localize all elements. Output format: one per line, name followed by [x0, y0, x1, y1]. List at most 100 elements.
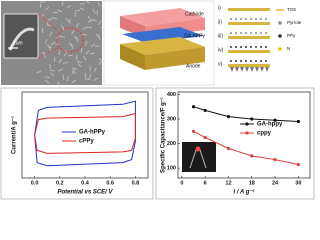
legend-label: GA-hPPy	[79, 130, 106, 136]
sem-texture	[50, 72, 55, 77]
plot-frame	[177, 91, 311, 179]
sem-texture	[92, 19, 98, 22]
legend-mark	[278, 21, 282, 25]
step-dot	[260, 32, 262, 34]
step-dot	[260, 18, 262, 20]
sem-texture	[77, 62, 82, 68]
panel-border	[155, 87, 315, 200]
sem-image	[1, 0, 105, 87]
step-dot	[230, 46, 232, 48]
panel-border	[103, 0, 215, 86]
series-line	[193, 130, 299, 165]
step-dot	[235, 46, 237, 48]
data-point	[250, 154, 254, 158]
step-dot	[265, 60, 267, 62]
legend-label: GA-hppy	[257, 122, 283, 128]
sem-texture	[92, 8, 96, 14]
step-spike	[265, 67, 269, 72]
series-line	[34, 112, 136, 154]
sem-texture	[93, 77, 99, 81]
legend-mark	[278, 34, 282, 38]
x-tick-label: 12	[225, 180, 231, 186]
schematic	[120, 8, 205, 70]
sem-texture	[87, 26, 93, 29]
step-label: i)	[218, 5, 221, 11]
sem-texture	[63, 52, 68, 57]
legend-marker	[245, 122, 249, 126]
step-dot	[255, 32, 257, 34]
sem-texture	[73, 35, 79, 40]
x-axis-label: i / A g⁻¹	[233, 189, 254, 196]
step-spike	[255, 67, 259, 72]
step-layer	[228, 64, 270, 67]
x-tick-label: 24	[272, 180, 279, 186]
sem-texture	[49, 69, 55, 72]
x-axis-label: Potential vs SCE/ V	[57, 190, 113, 196]
sem-texture	[84, 72, 87, 79]
sem-texture	[66, 4, 72, 9]
step-dot	[245, 32, 247, 34]
sem-texture	[80, 47, 83, 53]
step-dot	[260, 60, 262, 62]
sem-texture	[87, 20, 93, 23]
step-dot	[255, 18, 257, 20]
data-point	[250, 117, 254, 121]
sem-texture	[41, 28, 44, 34]
x-tick-label: 0.6	[106, 180, 114, 186]
sem-texture	[65, 17, 70, 23]
step-label: ii)	[218, 19, 222, 25]
sem-texture	[87, 15, 91, 21]
step-label: v)	[218, 61, 223, 67]
sem-texture	[100, 26, 105, 32]
sem-texture	[97, 1, 101, 7]
sem-texture	[62, 74, 65, 80]
sem-texture	[75, 54, 78, 61]
step-dot	[265, 32, 267, 34]
x-tick-label: 30	[295, 180, 301, 186]
sem-texture	[60, 24, 65, 30]
step-label: iv)	[218, 47, 224, 53]
sem-texture	[85, 50, 90, 55]
sem-texture	[43, 53, 47, 59]
x-tick-label: 18	[249, 180, 255, 186]
sem-texture	[63, 61, 69, 64]
y-axis-label: Specific Capacitance/F g⁻¹	[160, 97, 167, 173]
data-point	[296, 119, 300, 124]
legend-label: Pyrrole	[287, 20, 302, 25]
sem-texture	[58, 58, 63, 64]
sem-texture	[44, 79, 50, 84]
scale-bar: 1um	[13, 40, 23, 46]
sem-texture	[90, 43, 96, 48]
data-point	[273, 118, 277, 122]
sem-texture	[75, 22, 80, 28]
figure: 1um Cathode GA-hPPy Anode i) ii) iii) iv) v)…	[0, 0, 315, 200]
y-tick-label: 400	[167, 92, 176, 98]
legend-label: PPy	[287, 33, 296, 38]
step-layer	[228, 8, 270, 11]
sem-texture	[47, 18, 53, 21]
step-spike	[230, 67, 234, 72]
sem-texture	[55, 34, 61, 39]
sem-texture	[48, 46, 52, 52]
sem-texture	[44, 38, 48, 44]
sem-texture	[74, 9, 81, 12]
step-dot	[265, 18, 267, 20]
sem-texture	[81, 34, 88, 36]
step-spike	[235, 67, 239, 72]
step-dot	[235, 18, 237, 20]
step-dot	[250, 60, 252, 62]
step-dot	[240, 32, 242, 34]
steps	[228, 8, 284, 72]
legend-label: cppy	[257, 131, 272, 137]
sem-texture	[52, 11, 58, 14]
data-point	[226, 114, 231, 119]
step-dot	[250, 18, 252, 20]
step-dot	[255, 46, 257, 48]
sem-texture	[49, 31, 53, 37]
sem-texture	[61, 1, 64, 7]
legend-label: N	[287, 46, 290, 51]
sem-texture	[96, 9, 98, 16]
data-point	[203, 135, 207, 140]
panel-border	[0, 87, 154, 200]
data-point	[273, 157, 277, 162]
